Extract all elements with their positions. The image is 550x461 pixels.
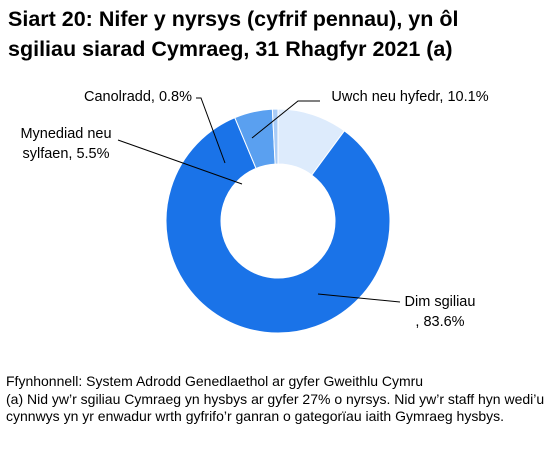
- slice-label-mynediad-neu-sylfaen: Mynediad neu sylfaen, 5.5%: [20, 126, 111, 162]
- slice-dim-sgiliau: [165, 117, 391, 334]
- chart-title-line-1: Siart 20: Nifer y nyrsys (cyfrif pennau)…: [8, 7, 459, 31]
- chart-title: Siart 20: Nifer y nyrsys (cyfrif pennau)…: [8, 4, 544, 64]
- slice-label-dim-sgiliau: Dim sgiliau, 83.6%: [405, 294, 476, 330]
- chart-notes: Ffynhonnell: System Adrodd Genedlaethol …: [6, 373, 546, 426]
- slice-label-uwch-neu-hyfedr: Uwch neu hyfedr, 10.1%: [331, 89, 488, 105]
- slice-canolradd: [271, 108, 279, 165]
- slice-labels: Uwch neu hyfedr, 10.1% Dim sgiliau, 83.6%…: [20, 89, 488, 330]
- donut-chart: Uwch neu hyfedr, 10.1% Dim sgiliau, 83.6%…: [20, 89, 489, 334]
- donut-slices: [165, 108, 391, 334]
- source-note: Ffynhonnell: System Adrodd Genedlaethol …: [6, 373, 424, 389]
- slice-label-canolradd: Canolradd, 0.8%: [84, 89, 192, 105]
- label-leader-lines: [117, 97, 401, 303]
- leader-line-dim-sgiliau: [317, 293, 401, 303]
- leader-line-canolradd: [196, 97, 226, 164]
- leader-line-mynediad-neu-sylfaen: [117, 139, 243, 185]
- chart-title-line-2: sgiliau siarad Cymraeg, 31 Rhagfyr 2021 …: [8, 37, 453, 61]
- leader-line-uwch-neu-hyfedr: [251, 100, 320, 139]
- footnote-a: (a) Nid yw’r sgiliau Cymraeg yn hysbys a…: [6, 390, 545, 425]
